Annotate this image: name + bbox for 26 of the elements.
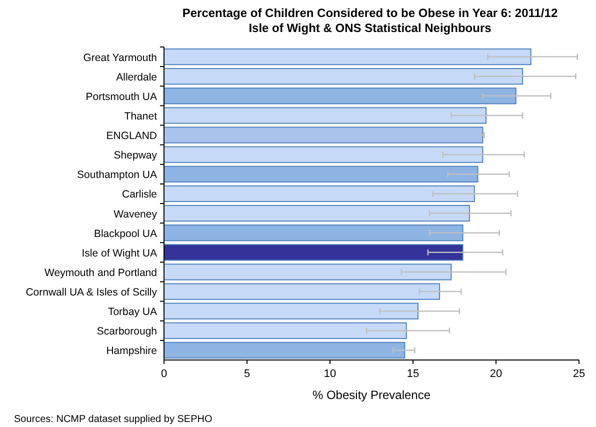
y-tick-label: Blackpool UA: [94, 228, 157, 240]
y-tick-label: Thanet: [124, 110, 158, 122]
y-tick-label: Isle of Wight UA: [82, 247, 157, 260]
x-tick-label: 20: [490, 368, 502, 380]
x-tick-label: 15: [406, 368, 420, 380]
y-tick-label: Southampton UA: [77, 169, 157, 182]
x-tick-label: 10: [324, 368, 336, 380]
source-note: Sources: NCMP dataset supplied by SEPHO: [14, 414, 212, 425]
x-tick-label: 5: [244, 368, 250, 380]
y-tick-label: Great Yarmouth: [83, 52, 158, 64]
x-axis-title: % Obesity Prevalence: [312, 388, 431, 402]
x-tick-label: 25: [572, 368, 586, 380]
y-tick-label: Cornwall UA & Isles of Scilly: [26, 286, 158, 299]
chart-subtitle: Isle of Wight & ONS Statistical Neighbours: [248, 21, 492, 35]
y-tick-label: Scarborough: [96, 326, 158, 338]
y-tick-label: Weymouth and Portland: [44, 266, 158, 279]
y-tick-label: Shepway: [114, 150, 158, 162]
y-tick-label: ENGLAND: [106, 130, 158, 142]
y-tick-label: Hampshire: [106, 345, 158, 358]
y-tick-label: Waveney: [114, 208, 158, 220]
y-tick-label: Allerdale: [116, 71, 158, 84]
x-tick-label: 0: [160, 368, 168, 380]
y-tick-label: Torbay UA: [108, 306, 157, 318]
chart-title: Percentage of Children Considered to be Obese in Year 6: 2011/12: [182, 6, 558, 20]
y-tick-label: Portsmouth UA: [86, 90, 157, 103]
y-tick-label: Carlisle: [122, 188, 158, 201]
